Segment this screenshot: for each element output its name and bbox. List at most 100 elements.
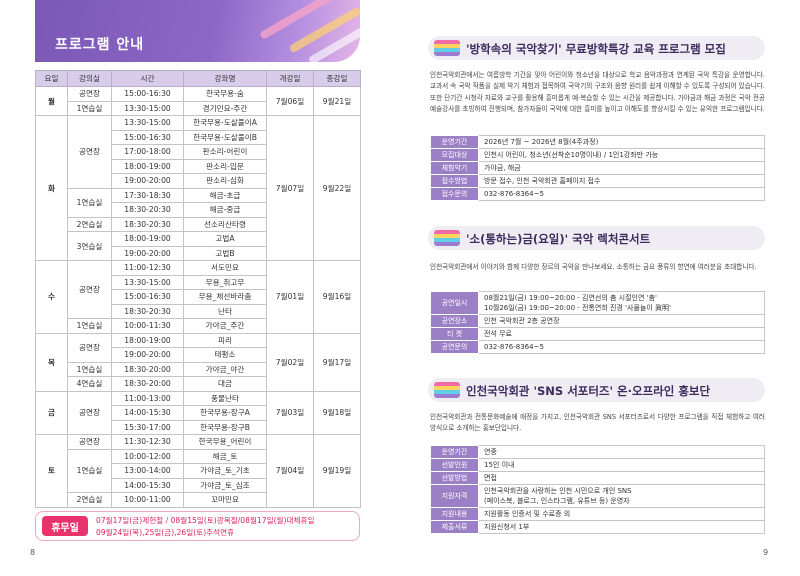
room-cell: 2연습실 <box>67 492 112 508</box>
class-cell: 해금-중급 <box>183 202 267 218</box>
start-cell: 7월02일 <box>266 332 314 392</box>
time-cell: 18:00-19:00 <box>111 332 184 348</box>
info-row: 운영기간 연중 <box>430 445 765 459</box>
page-number: 8 <box>30 548 36 557</box>
start-cell: 7월03일 <box>266 390 314 435</box>
room-cell: 공연장 <box>67 260 112 319</box>
info-value: 전석 무료 <box>478 327 765 341</box>
holiday-box: 휴무일 07월17일(금)제헌절 / 08월15일(토)광복절/08월17일(월… <box>35 511 360 541</box>
class-cell: 무용_취고무 <box>183 274 267 290</box>
class-cell: 경기민요-주간 <box>183 100 267 116</box>
class-cell: 가야금_야간 <box>183 361 267 377</box>
class-cell: 한국무용-장구B <box>183 419 267 435</box>
schedule-row: 2연습실 10:00-11:00 꼬마민요 <box>36 492 361 508</box>
info-value: 지원활동 인증서 및 수료증 외 <box>478 507 765 521</box>
schedule-table: 요일 강의실 시간 강좌명 개강일 종강일 월 공연장 15:00-16:30 한국무용-숨 7월0… <box>35 70 361 508</box>
schedule-row: 1연습실 10:00-11:30 가야금_주간 <box>36 318 361 334</box>
section-intro: 인천국악회관에서는 여름방학 기간을 맞아 어린이와 청소년을 대상으로 학교 … <box>430 71 765 114</box>
room-cell: 1연습실 <box>67 318 112 334</box>
schedule-row: 13:00-14:00 가야금_토_기초 <box>36 463 361 479</box>
info-row: 접수방법 방문 접수, 인천 국악회관 홈페이지 접수 <box>430 174 765 188</box>
schedule-row: 2연습실 18:30-20:30 선소리산타령 <box>36 216 361 232</box>
class-cell: 피리 <box>183 332 267 348</box>
room-cell: 공연장 <box>67 390 112 435</box>
time-cell: 18:30-20:00 <box>111 361 184 377</box>
deco-stripe <box>434 382 460 386</box>
info-line: 10월26일(금) 19:00~20:00 - 전통연희 진경 '사물놀이 眞明… <box>484 304 671 312</box>
class-cell: 가야금_토_심조 <box>183 477 267 493</box>
class-cell: 태평소 <box>183 347 267 363</box>
time-cell: 14:00-15:30 <box>111 477 184 493</box>
time-cell: 15:30-17:00 <box>111 419 184 435</box>
schedule-row: 19:00-20:00 판소리-심화 <box>36 173 361 189</box>
deco-stripe <box>434 40 460 44</box>
info-value: 인천시 어린이, 청소년(선착순10명이내) / 1인1강좌만 가능 <box>478 148 765 162</box>
schedule-row: 18:00-19:00 판소리-입문 <box>36 158 361 174</box>
schedule-row: 19:00-20:00 태평소 <box>36 347 361 363</box>
info-value: 032-876-8364~5 <box>478 340 765 354</box>
info-row: 지원자격 인천국악회관을 사랑하는 인천 시민으로 개인 SNS (페이스북, 블로… <box>430 484 765 508</box>
column-header: 강좌명 <box>183 70 267 87</box>
time-cell: 18:30-20:30 <box>111 303 184 319</box>
deco-stripe <box>434 48 460 52</box>
info-label: 티 켓 <box>430 327 479 341</box>
info-value: 지원신청서 1부 <box>478 520 765 534</box>
info-table: 운영기간 2026년 7월 ~ 2026년 8월(4주과정) 모집대상 인천시 어린이… <box>430 135 765 201</box>
column-header: 종강일 <box>313 70 361 87</box>
page-number: 9 <box>763 548 769 557</box>
room-cell: 공연장 <box>67 434 112 450</box>
class-cell: 고법B <box>183 245 267 261</box>
time-cell: 10:00-12:00 <box>111 448 184 464</box>
info-value: 가야금, 해금 <box>478 161 765 175</box>
room-cell: 3연습실 <box>67 231 112 261</box>
room-cell: 공연장 <box>67 115 112 189</box>
time-cell: 18:30-20:30 <box>111 202 184 218</box>
deco-stripe <box>434 230 460 234</box>
info-value: 연중 <box>478 445 765 459</box>
end-cell: 9월17일 <box>313 332 361 392</box>
title-decoration <box>434 40 460 56</box>
info-label: 지원내용 <box>430 507 479 521</box>
class-cell: 꼬마민요 <box>183 492 267 508</box>
schedule-row: 3연습실 18:00-19:00 고법A <box>36 231 361 261</box>
section-title-bar: '방학속의 국악찾기' 무료방학특강 교육 프로그램 모집 <box>428 36 765 60</box>
holiday-line: 09월24일(목),25일(금),26일(토)추석연휴 <box>96 528 235 537</box>
schedule-row: 15:00-16:30 한국무용-도살풀이B <box>36 129 361 145</box>
info-row: 공연장소 인천 국악회관 2층 공연장 <box>430 314 765 328</box>
day-cell: 토 <box>35 434 68 508</box>
end-cell: 9월22일 <box>313 115 361 261</box>
schedule-row: 14:00-15:30 한국무용-장구A <box>36 405 361 421</box>
info-row: 제출서류 지원신청서 1부 <box>430 520 765 534</box>
day-cell: 수 <box>35 260 68 334</box>
deco-stripe <box>434 52 460 56</box>
class-cell: 판소리-입문 <box>183 158 267 174</box>
time-cell: 13:30-15:00 <box>111 115 184 131</box>
deco-stripe <box>434 394 460 398</box>
info-line: 인천국악회관을 사랑하는 인천 시민으로 개인 SNS <box>484 487 632 495</box>
schedule-row: 화 공연장 13:30-15:00 한국무용-도살풀이A 7월07일 9월22일 <box>35 115 361 261</box>
info-row: 지원내용 지원활동 인증서 및 수료증 외 <box>430 507 765 521</box>
day-cell: 화 <box>35 115 68 261</box>
info-row: 운영기간 2026년 7월 ~ 2026년 8월(4주과정) <box>430 135 765 149</box>
holiday-label: 휴무일 <box>42 516 88 536</box>
info-label: 공연일시 <box>430 291 479 315</box>
time-cell: 13:00-14:00 <box>111 463 184 479</box>
info-row: 모집대상 인천시 어린이, 청소년(선착순10명이내) / 1인1강좌만 가능 <box>430 148 765 162</box>
room-cell: 4연습실 <box>67 376 112 392</box>
class-cell: 한국무용_어린이 <box>183 434 267 450</box>
info-label: 모집대상 <box>430 148 479 162</box>
info-line: 전석 무료 <box>484 330 512 338</box>
info-row: 체험악기 가야금, 해금 <box>430 161 765 175</box>
class-cell: 한국무용-도살풀이A <box>183 115 267 131</box>
info-value: 방문 접수, 인천 국악회관 홈페이지 접수 <box>478 174 765 188</box>
info-label: 공연문의 <box>430 340 479 354</box>
info-label: 선발인원 <box>430 458 479 472</box>
time-cell: 15:00-16:30 <box>111 86 184 102</box>
info-row: 공연문의 032-876-8364~5 <box>430 340 765 354</box>
class-cell: 고법A <box>183 231 267 247</box>
info-value: 15인 이내 <box>478 458 765 472</box>
info-line: 방문 접수, 인천 국악회관 홈페이지 접수 <box>484 177 601 185</box>
info-line: 지원신청서 1부 <box>484 523 530 531</box>
info-line: 15인 이내 <box>484 461 515 469</box>
